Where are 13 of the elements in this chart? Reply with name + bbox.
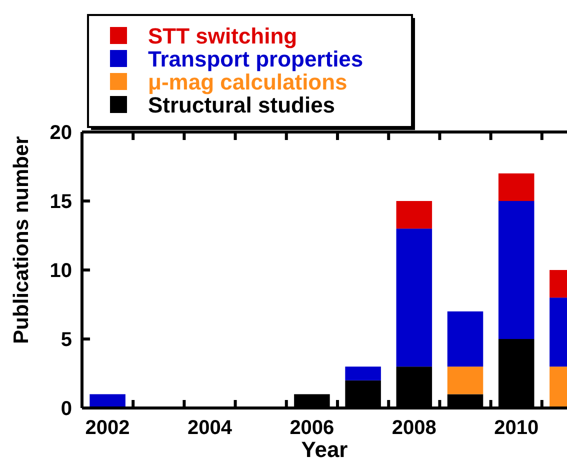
x-tick-label: 2008 [392, 417, 436, 439]
y-tick-label: 0 [60, 398, 72, 420]
x-tick-label: 2010 [494, 417, 539, 439]
y-axis-title: Publications number [10, 136, 33, 344]
legend-label: STT switching [148, 24, 298, 49]
x-tick-label: 2006 [290, 417, 334, 439]
y-tick-label: 5 [60, 329, 72, 351]
y-tick-label: 15 [50, 191, 72, 213]
x-tick-label: 2002 [85, 417, 130, 439]
y-tick-label: 20 [50, 122, 72, 144]
x-axis-title: Year [301, 437, 348, 462]
y-tick-label: 10 [50, 260, 72, 282]
x-tick-label: 2004 [188, 417, 233, 439]
